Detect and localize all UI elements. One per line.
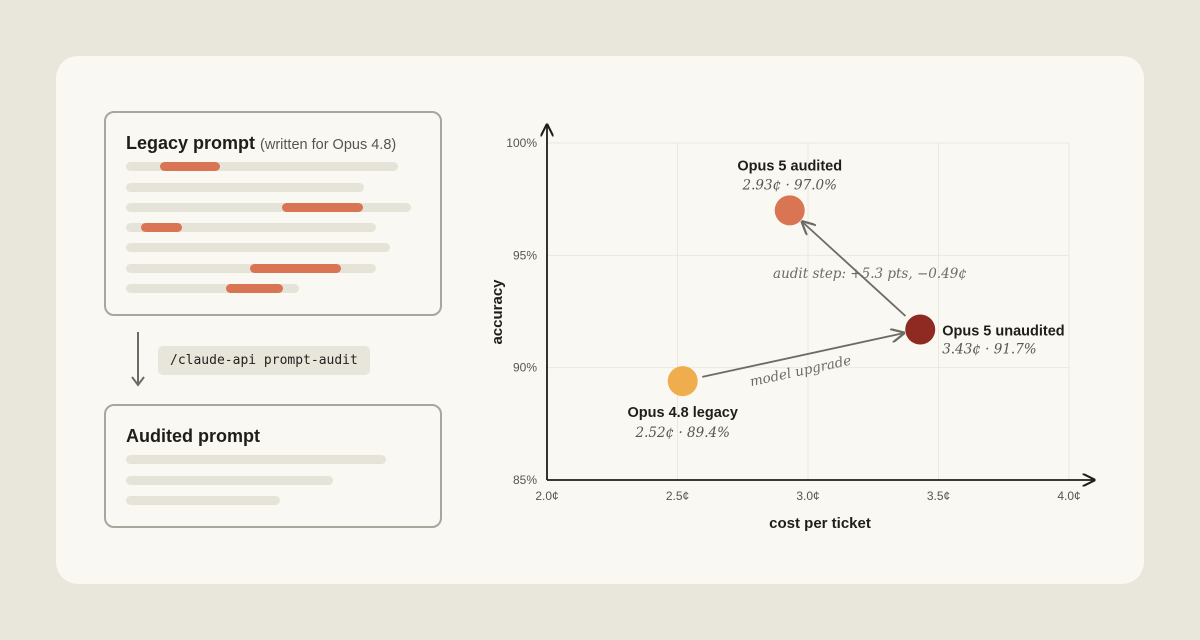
audit-command: /claude-api prompt-audit [158, 346, 370, 375]
audited-prompt-box: Audited prompt [104, 404, 442, 528]
prompt-line [126, 243, 390, 252]
opus-4-8-legacy-value-label: 2.52¢ · 89.4% [635, 425, 730, 441]
flagged-segment [141, 223, 182, 232]
opus-5-unaudited-point [905, 314, 936, 345]
opus-5-audited-point [774, 195, 805, 226]
prompt-line [126, 284, 299, 293]
prompt-line [126, 162, 398, 171]
x-tick-label: 3.5¢ [927, 489, 950, 503]
audited-prompt-title: Audited prompt [126, 426, 260, 446]
prompt-line [126, 455, 386, 464]
opus-5-audited-value-label: 2.93¢ · 97.0% [742, 177, 837, 193]
flagged-segment [250, 264, 341, 273]
legacy-prompt-title: Legacy prompt (written for Opus 4.8) [126, 133, 396, 154]
prompt-line [126, 496, 280, 505]
x-tick-label: 3.0¢ [796, 489, 819, 503]
x-tick-label: 4.0¢ [1057, 489, 1080, 503]
legacy-prompt-box: Legacy prompt (written for Opus 4.8) [104, 111, 442, 316]
transition-arrow [802, 222, 907, 317]
opus-5-audited-name-label: Opus 5 audited [737, 158, 842, 174]
opus-5-unaudited-name-label: Opus 5 unaudited [942, 323, 1064, 339]
opus-5-unaudited-value-label: 3.43¢ · 91.7% [942, 341, 1036, 357]
legacy-prompt-title-text: Legacy prompt [126, 133, 256, 153]
x-tick-label: 2.5¢ [666, 489, 689, 503]
prompt-line [126, 183, 364, 192]
flagged-segment [282, 203, 363, 212]
audit-step-label: audit step: +5.3 pts, −0.49¢ [773, 266, 967, 282]
prompt-line [126, 476, 333, 485]
y-tick-label: 90% [513, 361, 537, 375]
y-axis-label: accuracy [489, 279, 506, 345]
y-tick-label: 95% [513, 248, 537, 262]
x-tick-label: 2.0¢ [535, 489, 558, 503]
down-arrow-icon [131, 332, 145, 387]
transition-arrow [702, 333, 903, 378]
flagged-segment [160, 162, 220, 171]
y-tick-label: 100% [506, 136, 537, 150]
opus-4-8-legacy-name-label: Opus 4.8 legacy [628, 405, 738, 421]
legacy-prompt-subtitle: (written for Opus 4.8) [260, 137, 397, 153]
y-tick-label: 85% [513, 473, 537, 487]
prompt-line [126, 203, 411, 212]
model-upgrade-label: model upgrade [748, 353, 852, 391]
prompt-line [126, 223, 376, 232]
x-axis-label: cost per ticket [769, 515, 871, 532]
opus-4-8-legacy-point [667, 366, 698, 397]
flagged-segment [226, 284, 283, 293]
